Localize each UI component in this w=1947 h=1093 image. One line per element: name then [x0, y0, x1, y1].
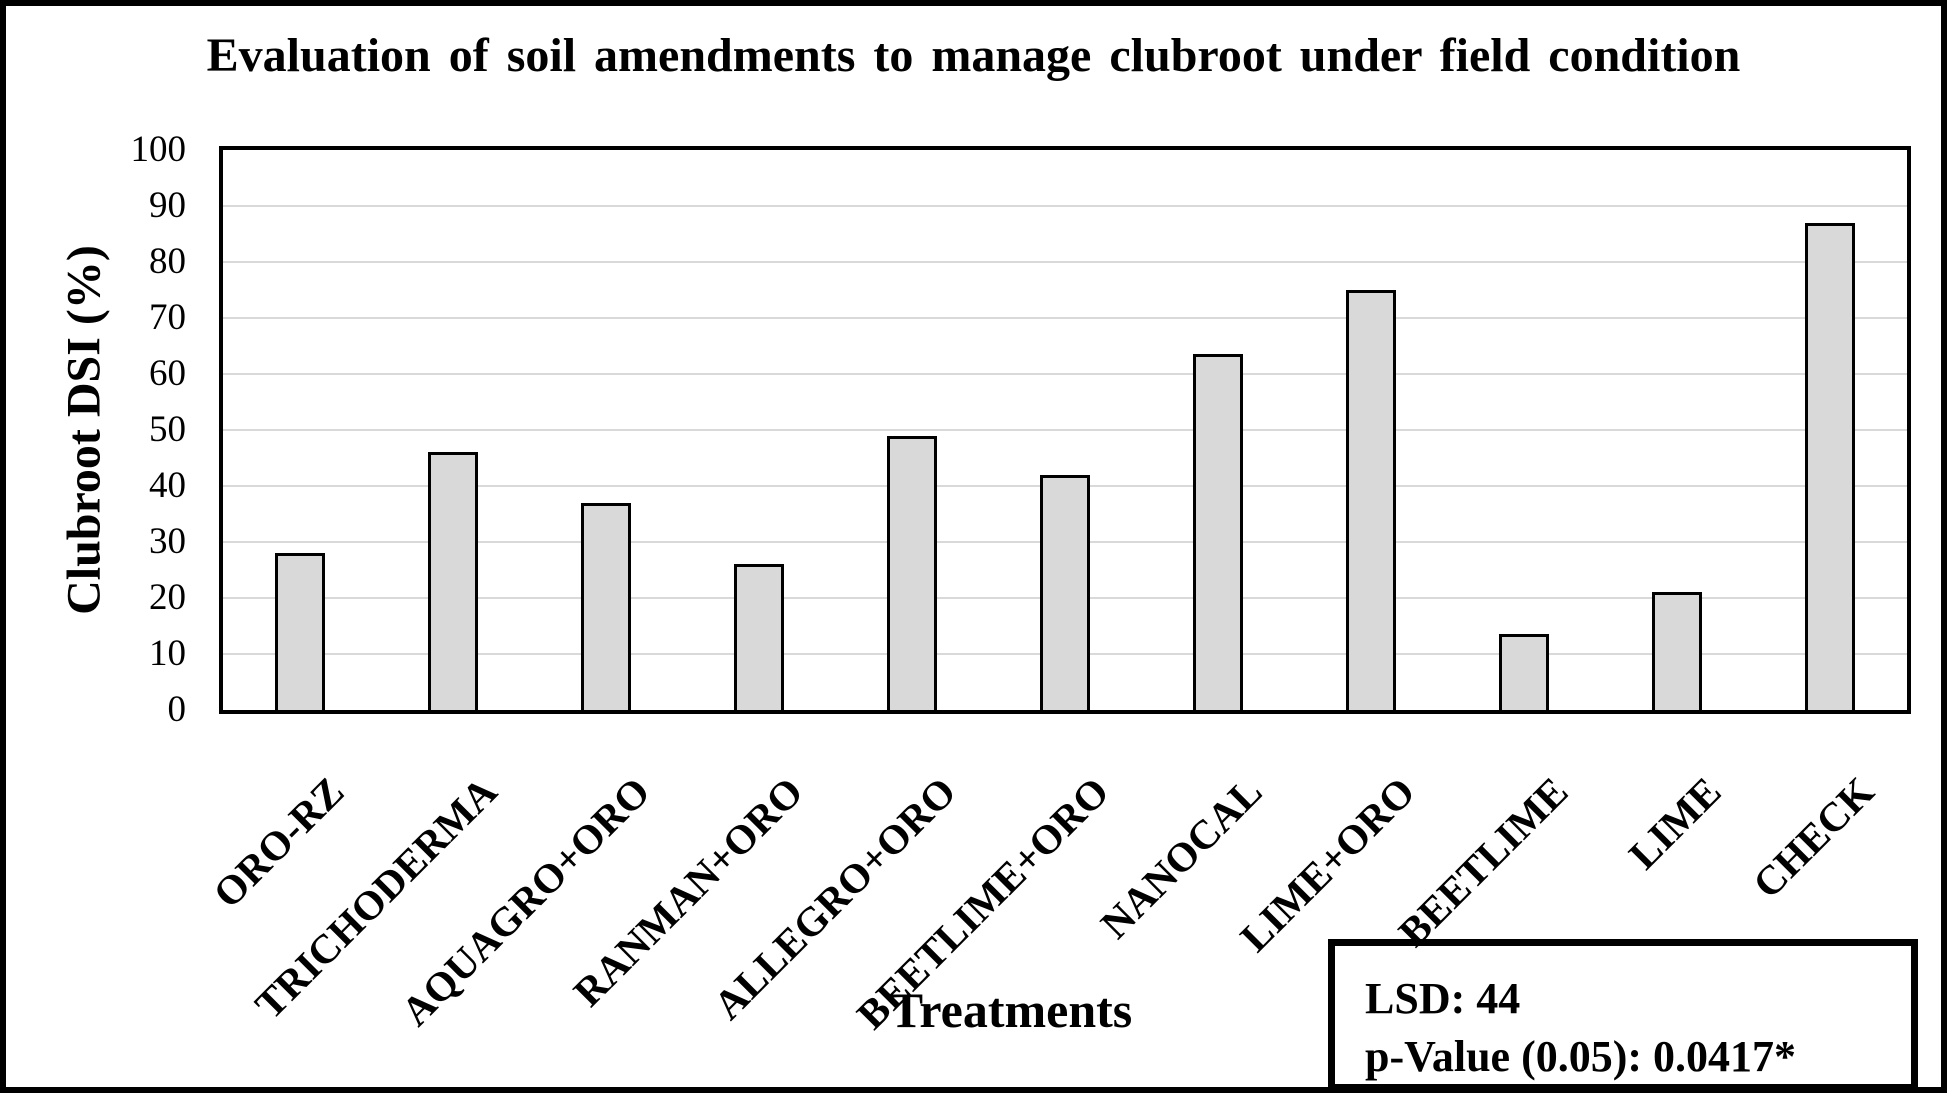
gridline: [223, 205, 1907, 207]
bar-oro-rz: [274, 553, 325, 710]
gridline: [223, 261, 1907, 263]
x-category-label-nanocal: NANOCAL: [1091, 768, 1271, 948]
y-tick-label-0: 0: [167, 689, 187, 730]
bar-allegro+oro: [886, 435, 937, 710]
gridline: [223, 317, 1907, 319]
y-tick-label-20: 20: [149, 577, 186, 618]
y-tick-label-10: 10: [149, 633, 186, 674]
lsd-value-text: LSD: 44: [1365, 974, 1521, 1023]
y-tick-label-100: 100: [130, 129, 187, 170]
y-tick-label-40: 40: [149, 465, 186, 506]
stats-annotation-box: LSD: 44 p-Value (0.05): 0.0417*: [1328, 939, 1918, 1087]
y-tick-label-90: 90: [149, 185, 186, 226]
bar-trichoderma: [427, 452, 478, 710]
y-tick-label-50: 50: [149, 409, 186, 450]
y-tick-label-60: 60: [149, 353, 186, 394]
y-tick-label-30: 30: [149, 521, 186, 562]
bar-beetlime+oro: [1040, 474, 1090, 710]
x-category-label-allegro+oro: ALLEGRO+ORO: [704, 768, 965, 1029]
x-category-label-ranman+oro: RANMAN+ORO: [564, 768, 812, 1016]
bar-nanocal: [1193, 354, 1244, 710]
x-category-label-trichoderma: TRICHODERMA: [245, 768, 506, 1028]
bar-lime+oro: [1346, 290, 1397, 710]
gridline: [223, 429, 1907, 431]
bar-lime: [1652, 592, 1703, 710]
bar-beetlime: [1499, 634, 1550, 710]
bar-ranman+oro: [733, 564, 784, 710]
gridline: [223, 373, 1907, 375]
plot-area: [219, 146, 1911, 714]
bar-aquagro+oro: [580, 502, 631, 710]
chart-title: Evaluation of soil amendments to manage …: [206, 29, 1741, 82]
x-axis-title: Treatments: [889, 982, 1133, 1038]
x-category-label-beetlime+oro: BEETLIME+ORO: [847, 768, 1118, 1038]
bar-check: [1805, 222, 1856, 710]
x-category-label-aquagro+oro: AQUAGRO+ORO: [391, 768, 659, 1035]
y-tick-label-80: 80: [149, 241, 186, 282]
p-value-text: p-Value (0.05): 0.0417*: [1365, 1032, 1797, 1081]
x-category-label-oro-rz: ORO-RZ: [203, 768, 353, 917]
y-tick-label-70: 70: [149, 297, 186, 338]
